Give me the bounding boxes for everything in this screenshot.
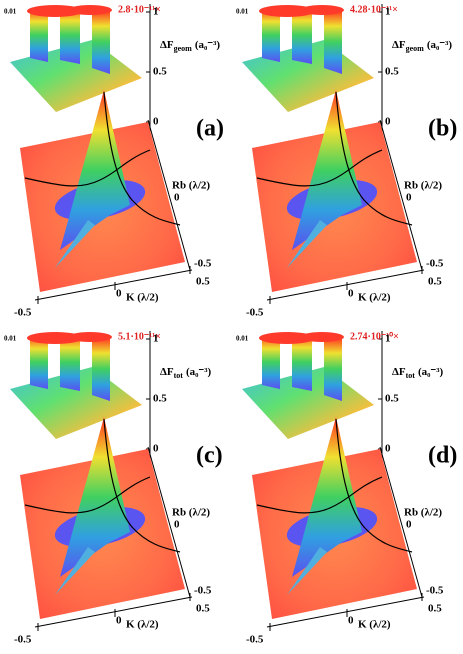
panel: 0.01 2.74·10⁻¹⁰×1 0.5 0 ΔFtot (a₀⁻³) (d) Rb (λ/… bbox=[236, 331, 457, 645]
k-tick-label: 0 bbox=[348, 288, 354, 300]
k-axis-label: K (λ/2) bbox=[126, 292, 159, 304]
z-axis-label-part: ΔF bbox=[160, 39, 174, 51]
z-axis-label-part: geom bbox=[406, 44, 425, 53]
z-axis-label-part: (a₀⁻³) bbox=[186, 366, 212, 378]
rb-tick-label: -0.5 bbox=[194, 585, 212, 597]
rb-tick-label: 0 bbox=[406, 519, 412, 531]
rb-tick-label: 0 bbox=[406, 192, 412, 204]
z-tick-label: 1 bbox=[153, 6, 159, 18]
panel: 0.01 4.28·10⁻¹¹×1 0.5 0 ΔFgeom (a₀⁻³) (b) Rb (λ… bbox=[236, 4, 457, 318]
rb-tick-label: -0.5 bbox=[426, 258, 444, 270]
z-axis-label-part: ΔF bbox=[160, 366, 174, 378]
z-tick-label: 0 bbox=[385, 116, 391, 128]
rb-tick-label: -0.5 bbox=[194, 258, 212, 270]
k-tick-label: 0.5 bbox=[196, 276, 210, 288]
z-tick-label: 0.5 bbox=[385, 393, 399, 405]
z-axis-label: ΔFgeom (a₀⁻³) bbox=[160, 39, 220, 54]
z-tick-label: 0 bbox=[153, 116, 159, 128]
z-axis-label: ΔFgeom (a₀⁻³) bbox=[392, 39, 452, 54]
rb-tick-label: 0 bbox=[174, 519, 180, 531]
k-tick-label: -0.5 bbox=[246, 307, 264, 319]
z-axis-label: ΔFtot (a₀⁻³) bbox=[160, 366, 212, 381]
z-axis-label-part: ΔF bbox=[392, 366, 406, 378]
z-axis-label-part: (a₀⁻³) bbox=[427, 39, 453, 51]
scale-factor: 5.1·10⁻¹¹× bbox=[118, 331, 161, 342]
scale-factor: 2.8·10⁻¹¹× bbox=[118, 4, 161, 15]
k-tick-label: 0.5 bbox=[428, 276, 442, 288]
z-tick-label: 1 bbox=[385, 6, 391, 18]
k-tick-label: 0 bbox=[348, 615, 354, 627]
k-tick-label: -0.5 bbox=[14, 307, 32, 319]
z-axis-label-part: (a₀⁻³) bbox=[195, 39, 221, 51]
scale-factor: 2.74·10⁻¹⁰× bbox=[350, 331, 399, 342]
z-axis-label-part: geom bbox=[174, 44, 193, 53]
z-tick-label: 0.5 bbox=[385, 66, 399, 78]
k-tick-label: 0.5 bbox=[428, 603, 442, 615]
rb-axis-label: Rb (λ/2) bbox=[172, 180, 210, 192]
panel-label: (c) bbox=[196, 443, 223, 469]
z-axis-label-part: ΔF bbox=[392, 39, 406, 51]
k-tick-label: 0.5 bbox=[196, 603, 210, 615]
rb-axis-label: Rb (λ/2) bbox=[404, 507, 442, 519]
panel-label: (d) bbox=[428, 443, 457, 469]
k-tick-label: 0 bbox=[116, 615, 122, 627]
inset-tick: 0.01 bbox=[4, 335, 17, 343]
z-axis-label-part: tot bbox=[406, 371, 416, 380]
panel: 0.01 2.8·10⁻¹¹×1 0.5 0 ΔFgeom (a₀⁻³) (a) Rb (λ/… bbox=[4, 4, 224, 318]
k-axis-label: K (λ/2) bbox=[358, 619, 391, 631]
z-tick-label: 1 bbox=[385, 333, 391, 345]
rb-axis-label: Rb (λ/2) bbox=[172, 507, 210, 519]
rb-tick-label: -0.5 bbox=[426, 585, 444, 597]
k-axis-label: K (λ/2) bbox=[358, 292, 391, 304]
inset-tick: 0.01 bbox=[4, 8, 17, 16]
z-tick-label: 1 bbox=[153, 333, 159, 345]
z-tick-label: 0 bbox=[385, 443, 391, 455]
rb-tick-label: 0 bbox=[174, 192, 180, 204]
inset-tick: 0.01 bbox=[236, 335, 249, 343]
z-tick-label: 0 bbox=[153, 443, 159, 455]
k-tick-label: -0.5 bbox=[246, 634, 264, 646]
z-axis-label: ΔFtot (a₀⁻³) bbox=[392, 366, 444, 381]
panel: 0.01 5.1·10⁻¹¹×1 0.5 0 ΔFtot (a₀⁻³) (c) Rb (λ/2… bbox=[4, 331, 223, 645]
panel-label: (b) bbox=[428, 116, 457, 142]
k-tick-label: 0 bbox=[116, 288, 122, 300]
panel-label: (a) bbox=[196, 116, 224, 142]
scale-factor: 4.28·10⁻¹¹× bbox=[350, 4, 398, 15]
inset-tick: 0.01 bbox=[236, 8, 249, 16]
z-tick-label: 0.5 bbox=[153, 66, 167, 78]
k-axis-label: K (λ/2) bbox=[126, 619, 159, 631]
z-axis-label-part: tot bbox=[174, 371, 184, 380]
z-tick-label: 0.5 bbox=[153, 393, 167, 405]
z-axis-label-part: (a₀⁻³) bbox=[418, 366, 444, 378]
rb-axis-label: Rb (λ/2) bbox=[404, 180, 442, 192]
k-tick-label: -0.5 bbox=[14, 634, 32, 646]
